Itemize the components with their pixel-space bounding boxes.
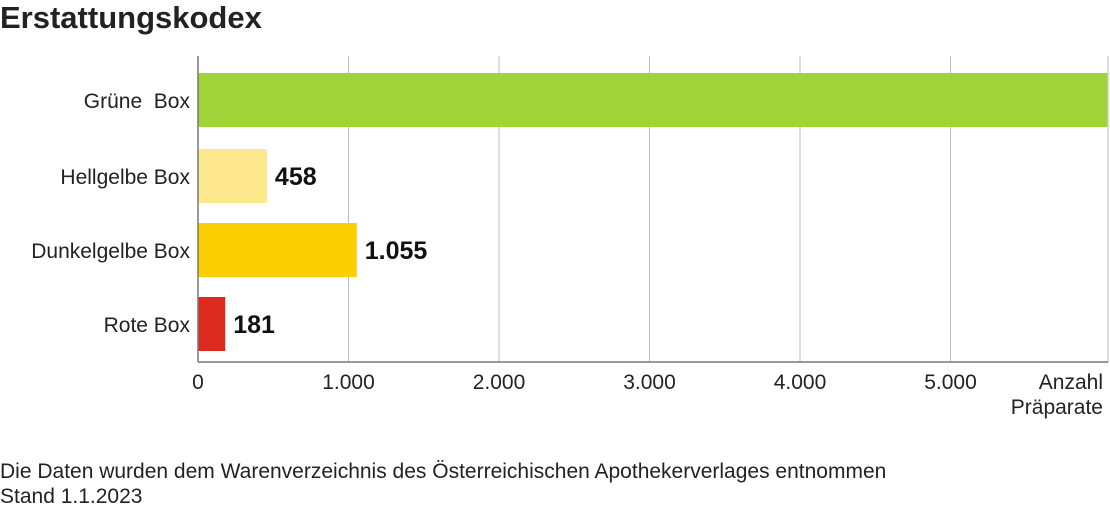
x-tick-label: 0 — [192, 371, 204, 394]
x-axis-label: Präparate — [1011, 396, 1103, 419]
x-axis-label: Anzahl — [1039, 371, 1103, 394]
bar — [198, 223, 357, 277]
x-tick-label: 3.000 — [623, 371, 676, 394]
bar — [198, 73, 1108, 127]
x-tick-label: 5.000 — [924, 371, 977, 394]
data-label: 181 — [233, 311, 275, 339]
x-tick-label: 1.000 — [322, 371, 375, 394]
category-label: Grüne Box — [84, 90, 191, 113]
category-label: Dunkelgelbe Box — [31, 240, 190, 263]
x-tick-label: 4.000 — [774, 371, 827, 394]
category-label: Hellgelbe Box — [60, 166, 190, 189]
bar-chart: Grüne Box6.042Hellgelbe Box458Dunkelgelb… — [31, 56, 1109, 419]
category-label: Rote Box — [104, 314, 191, 337]
footnote-source: Die Daten wurden dem Warenverzeichnis de… — [0, 460, 887, 483]
x-tick-label: 2.000 — [473, 371, 526, 394]
data-label: 1.055 — [365, 237, 428, 265]
bar — [198, 149, 267, 203]
bar — [198, 297, 226, 351]
footnote-date: Stand 1.1.2023 — [0, 485, 143, 508]
data-label: 458 — [275, 163, 317, 191]
chart-title: Erstattungskodex — [0, 0, 262, 35]
